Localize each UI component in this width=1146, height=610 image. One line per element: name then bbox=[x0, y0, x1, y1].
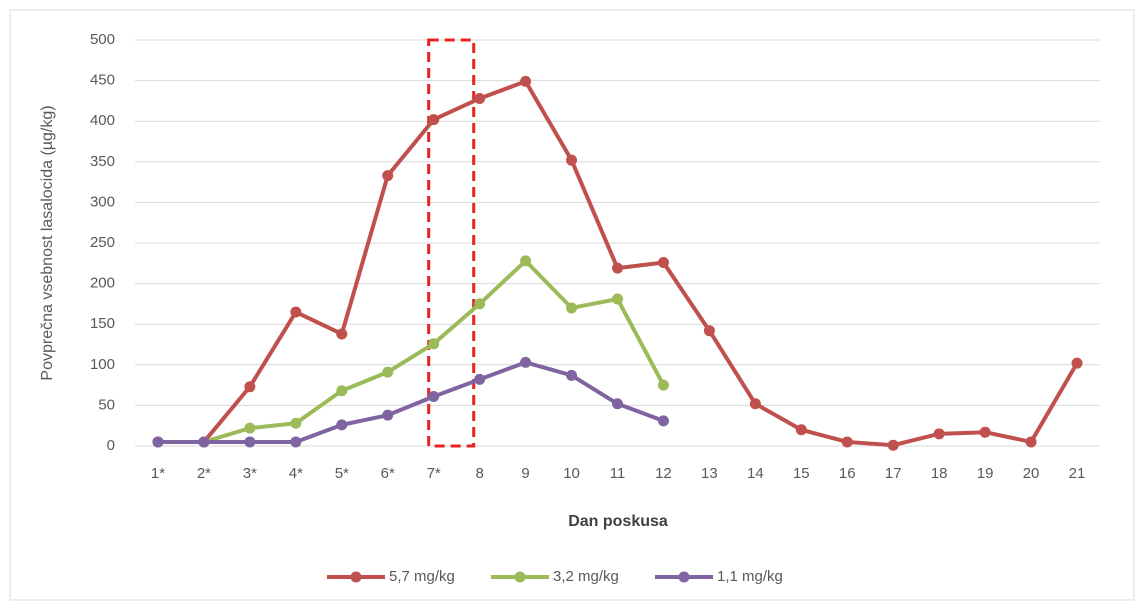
x-tick-label: 7* bbox=[427, 465, 441, 482]
data-point bbox=[474, 373, 486, 385]
y-tick-label: 250 bbox=[90, 234, 115, 251]
x-tick-label: 13 bbox=[701, 465, 718, 482]
data-point bbox=[428, 338, 440, 350]
x-tick-label: 12 bbox=[655, 465, 672, 482]
x-tick-label: 1* bbox=[151, 465, 165, 482]
data-point bbox=[428, 390, 440, 402]
x-tick-label: 18 bbox=[931, 465, 948, 482]
data-point bbox=[290, 306, 302, 318]
data-point bbox=[428, 114, 440, 126]
data-point bbox=[566, 154, 578, 166]
x-tick-label: 21 bbox=[1069, 465, 1086, 482]
data-point bbox=[336, 419, 348, 431]
y-tick-label: 400 bbox=[90, 112, 115, 129]
y-tick-label: 500 bbox=[90, 31, 115, 48]
data-point bbox=[657, 415, 669, 427]
data-point bbox=[382, 170, 394, 182]
data-point bbox=[749, 398, 761, 410]
data-point bbox=[566, 302, 578, 314]
legend-marker bbox=[514, 571, 526, 583]
legend-label: 3,2 mg/kg bbox=[553, 568, 619, 585]
x-tick-label: 2* bbox=[197, 465, 211, 482]
data-point bbox=[290, 417, 302, 429]
data-point bbox=[520, 356, 532, 368]
series-line bbox=[157, 258, 666, 444]
data-point bbox=[152, 436, 164, 448]
data-point bbox=[1071, 357, 1083, 369]
x-tick-label: 16 bbox=[839, 465, 856, 482]
y-tick-label: 150 bbox=[90, 315, 115, 332]
data-point bbox=[290, 436, 302, 448]
data-point bbox=[1025, 436, 1037, 448]
x-tick-label: 9 bbox=[521, 465, 529, 482]
x-tick-label: 8 bbox=[475, 465, 483, 482]
data-point bbox=[474, 92, 486, 104]
y-tick-label: 0 bbox=[107, 437, 115, 454]
data-point bbox=[612, 262, 623, 274]
data-point bbox=[198, 436, 210, 448]
data-point bbox=[244, 436, 256, 448]
legend-marker bbox=[350, 571, 362, 583]
data-point bbox=[382, 366, 394, 378]
data-point bbox=[336, 328, 348, 340]
x-tick-label: 4* bbox=[289, 465, 303, 482]
data-point bbox=[933, 428, 945, 440]
data-point bbox=[244, 381, 256, 393]
y-tick-label: 350 bbox=[90, 153, 115, 170]
x-tick-label: 17 bbox=[885, 465, 902, 482]
x-tick-label: 20 bbox=[1023, 465, 1040, 482]
y-tick-label: 450 bbox=[90, 72, 115, 89]
series-line bbox=[157, 360, 665, 444]
highlight-box bbox=[427, 38, 476, 448]
data-point bbox=[612, 293, 623, 305]
data-point bbox=[657, 379, 669, 391]
data-point bbox=[841, 436, 853, 448]
y-tick-label: 100 bbox=[90, 356, 115, 373]
data-point bbox=[336, 385, 348, 397]
data-point bbox=[979, 426, 991, 438]
x-tick-label: 19 bbox=[977, 465, 994, 482]
data-point bbox=[887, 439, 899, 451]
y-axis-title: Povprečna vsebnost lasalocida (µg/kg) bbox=[39, 105, 56, 380]
y-tick-label: 50 bbox=[98, 396, 115, 413]
data-point bbox=[703, 325, 715, 337]
y-tick-label: 200 bbox=[90, 275, 115, 292]
x-tick-label: 10 bbox=[563, 465, 580, 482]
x-tick-label: 5* bbox=[335, 465, 349, 482]
x-tick-label: 15 bbox=[793, 465, 810, 482]
legend-marker bbox=[678, 571, 690, 583]
legend-label: 5,7 mg/kg bbox=[389, 568, 455, 585]
data-point bbox=[657, 256, 669, 268]
x-tick-label: 3* bbox=[243, 465, 257, 482]
x-tick-label: 6* bbox=[381, 465, 395, 482]
data-point bbox=[612, 398, 623, 410]
data-point bbox=[520, 75, 532, 87]
data-point bbox=[566, 369, 578, 381]
data-point bbox=[244, 422, 256, 434]
data-point bbox=[474, 298, 486, 310]
data-point bbox=[520, 255, 532, 267]
x-tick-label: 14 bbox=[747, 465, 764, 482]
data-point bbox=[795, 424, 807, 436]
x-tick-label: 11 bbox=[610, 465, 626, 482]
legend-label: 1,1 mg/kg bbox=[717, 568, 783, 585]
data-point bbox=[382, 409, 394, 421]
x-axis-title: Dan poskusa bbox=[568, 513, 668, 530]
y-tick-label: 300 bbox=[90, 193, 115, 210]
